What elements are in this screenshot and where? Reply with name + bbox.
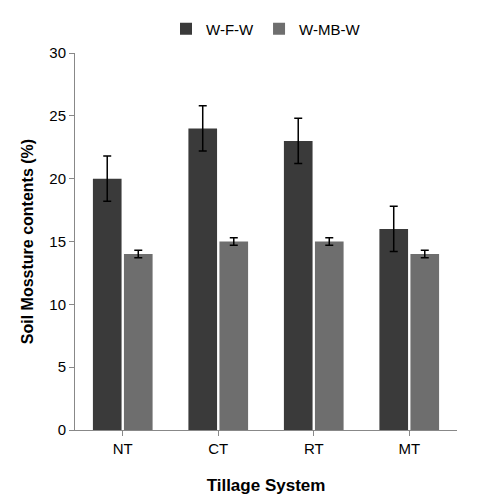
- svg-text:CT: CT: [208, 440, 228, 457]
- svg-text:10: 10: [49, 296, 66, 313]
- svg-text:W-MB-W: W-MB-W: [299, 21, 360, 38]
- svg-text:20: 20: [49, 170, 66, 187]
- svg-text:0: 0: [58, 421, 66, 438]
- svg-text:25: 25: [49, 107, 66, 124]
- svg-text:MT: MT: [398, 440, 420, 457]
- svg-text:NT: NT: [113, 440, 133, 457]
- svg-text:5: 5: [58, 358, 66, 375]
- svg-text:RT: RT: [304, 440, 324, 457]
- svg-text:15: 15: [49, 233, 66, 250]
- svg-text:Tillage System: Tillage System: [207, 476, 326, 495]
- svg-text:Soil Mossture contents (%): Soil Mossture contents (%): [19, 139, 36, 344]
- svg-text:W-F-W: W-F-W: [206, 21, 254, 38]
- svg-text:30: 30: [49, 44, 66, 61]
